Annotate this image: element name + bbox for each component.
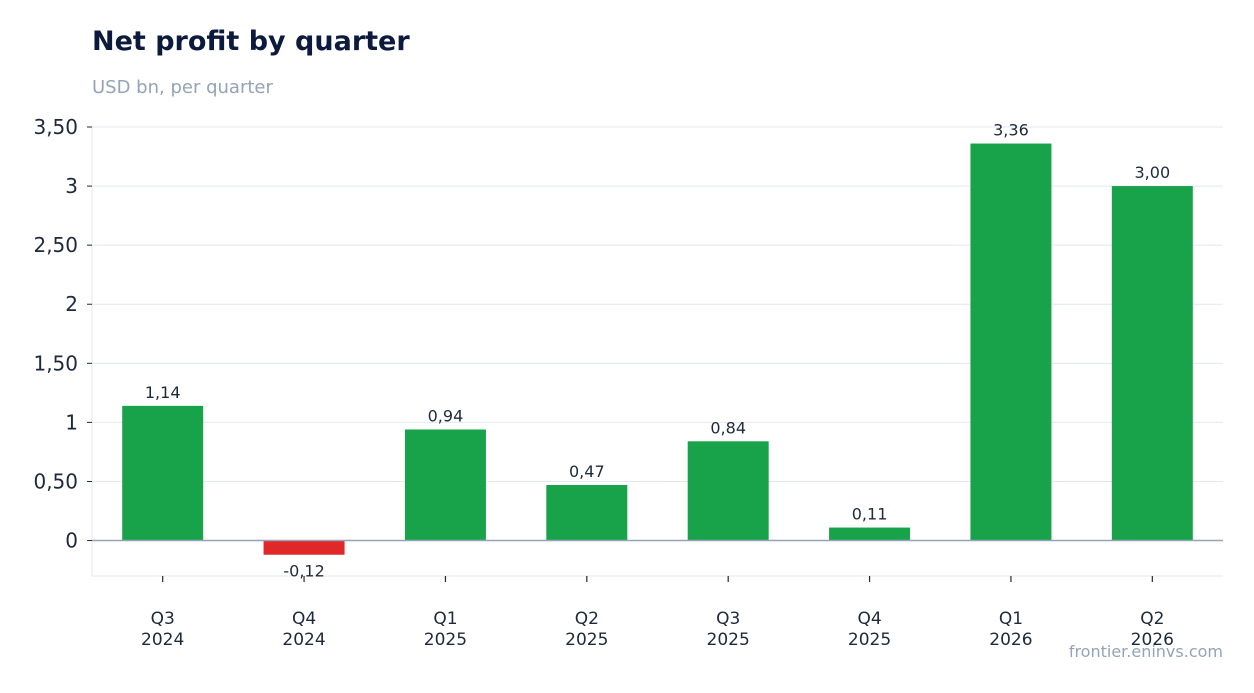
chart-title: Net profit by quarter — [92, 26, 410, 57]
x-tick-label-year: 2025 — [565, 630, 608, 650]
data-label: 3,00 — [1135, 163, 1171, 182]
y-tick-label: 2,50 — [33, 233, 78, 257]
x-tick-label-year: 2024 — [141, 630, 184, 650]
chart-subtitle: USD bn, per quarter — [92, 77, 273, 98]
x-tick-label-year: 2025 — [424, 630, 467, 650]
data-label: 1,14 — [145, 383, 181, 402]
bar — [1111, 186, 1193, 541]
x-tick-label-quarter: Q3 — [151, 609, 175, 629]
y-tick-label: 1 — [65, 410, 78, 434]
x-tick-label-year: 2026 — [989, 630, 1032, 650]
data-label: 0,11 — [852, 505, 888, 524]
y-tick-label: 1,50 — [33, 351, 78, 375]
x-tick-label-quarter: Q4 — [857, 609, 881, 629]
data-label: 0,94 — [428, 406, 464, 425]
bar — [687, 441, 769, 541]
y-tick-label: 2 — [65, 292, 78, 316]
data-label: -0,12 — [283, 562, 324, 581]
data-label: 0,84 — [710, 418, 746, 437]
x-tick-label-quarter: Q1 — [433, 609, 457, 629]
x-tick-label-year: 2025 — [848, 630, 891, 650]
data-label: 3,36 — [993, 121, 1029, 140]
bar — [829, 527, 911, 541]
x-tick-label-quarter: Q1 — [999, 609, 1023, 629]
x-tick-label-year: 2026 — [1131, 630, 1174, 650]
y-tick-label: 3 — [65, 174, 78, 198]
bar — [263, 540, 345, 555]
bar — [546, 485, 628, 541]
y-tick-label: 3,50 — [33, 115, 78, 139]
data-label: 0,47 — [569, 462, 605, 481]
x-tick-label-quarter: Q2 — [1140, 609, 1164, 629]
y-tick-label: 0,50 — [33, 469, 78, 493]
x-tick-label-quarter: Q4 — [292, 609, 316, 629]
bar — [404, 429, 486, 541]
x-tick-label-quarter: Q2 — [575, 609, 599, 629]
y-tick-label: 0 — [65, 529, 78, 553]
bar — [970, 143, 1052, 541]
source-credit: frontier.eninvs.com — [1068, 642, 1223, 661]
x-tick-label-year: 2024 — [282, 630, 325, 650]
x-tick-label-quarter: Q3 — [716, 609, 740, 629]
x-tick-label-year: 2025 — [707, 630, 750, 650]
bar — [122, 405, 204, 541]
